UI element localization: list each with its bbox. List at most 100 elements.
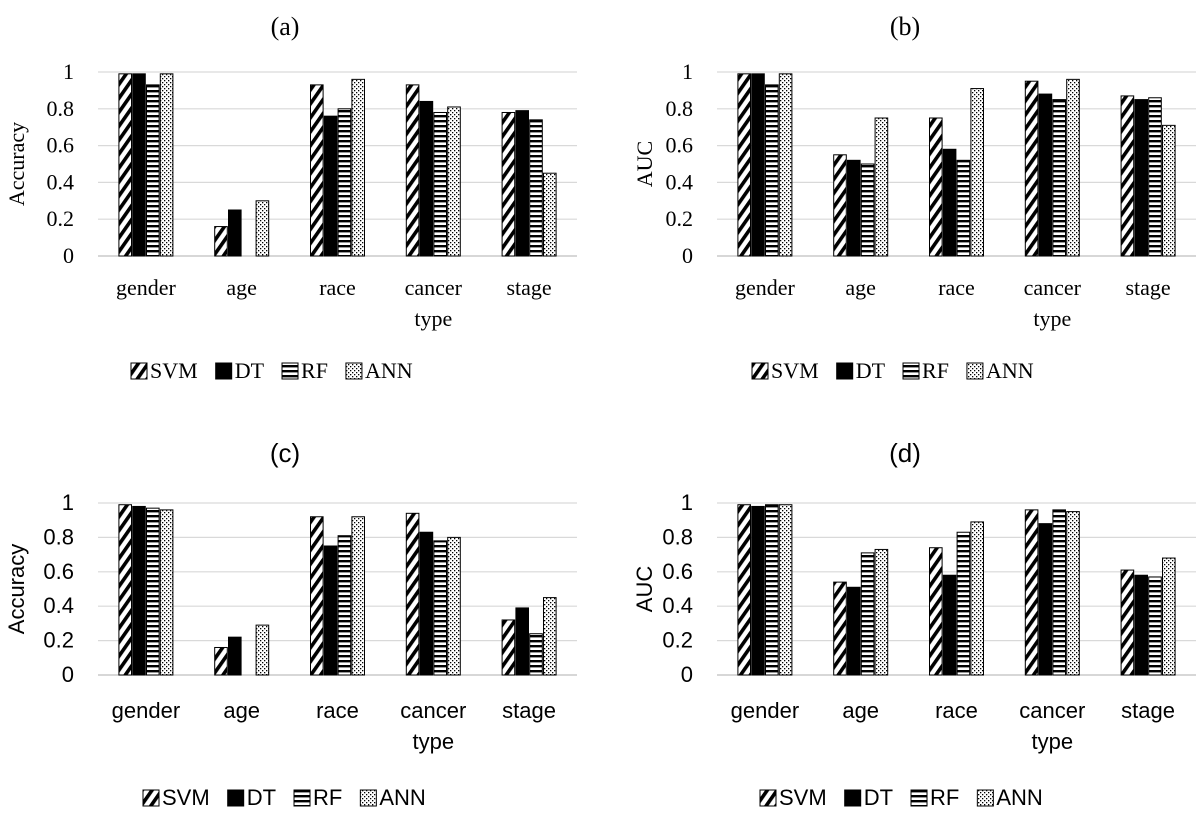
legend-item-dt: DT — [215, 358, 265, 383]
x-category-label: age — [226, 275, 257, 300]
bar-ann-race — [970, 521, 985, 676]
bar-rf-cancer-type — [433, 111, 447, 257]
bar-ann-age — [255, 200, 270, 257]
legend-swatch — [966, 362, 984, 380]
y-tick-label: 0.4 — [47, 169, 75, 194]
bar-svm-age — [833, 581, 847, 676]
bar-svm-race — [310, 516, 324, 676]
y-tick-label: 0.4 — [43, 593, 74, 618]
bar-rf-gender — [765, 84, 779, 257]
y-tick-label: 0.4 — [662, 593, 693, 618]
legend-swatch — [215, 362, 233, 380]
y-tick-label: 0 — [682, 243, 693, 268]
legend-label: RF — [922, 358, 949, 383]
bar-ann-age — [874, 548, 889, 676]
legend-swatch — [293, 789, 311, 807]
bar-dt-race — [323, 115, 338, 257]
bar-svm-gender — [118, 504, 133, 676]
y-tick-label: 0.8 — [43, 524, 74, 549]
bar-ann-age — [255, 624, 270, 676]
legend-swatch — [910, 789, 928, 807]
bar-ann-cancer-type — [1066, 78, 1080, 257]
bar-dt-stage — [515, 110, 530, 257]
y-tick-label: 1 — [63, 59, 74, 84]
bar-svm-cancer-type — [1024, 80, 1039, 257]
y-tick-label: 0.2 — [43, 628, 74, 653]
y-tick-label: 0.6 — [47, 133, 75, 158]
bar-svm-cancer-type — [1024, 509, 1039, 676]
legend-item-rf: RF — [910, 785, 959, 810]
legend-label: RF — [313, 785, 342, 810]
legend-item-svm: SVM — [751, 358, 819, 383]
legend-swatch — [227, 789, 245, 807]
legend-label: DT — [247, 785, 276, 810]
bar-rf-race — [337, 108, 352, 257]
bar-ann-cancer-type — [447, 106, 461, 257]
x-category-label: gender — [112, 698, 181, 723]
x-category-label: age — [223, 698, 260, 723]
chart-title: (b) — [890, 12, 920, 41]
legend-item-dt: DT — [844, 785, 893, 810]
bar-ann-gender — [159, 73, 174, 257]
legend-label: SVM — [779, 785, 827, 810]
bar-rf-gender — [146, 507, 160, 676]
bar-svm-stage — [501, 111, 516, 257]
bar-ann-stage — [543, 172, 557, 257]
bar-dt-race — [942, 148, 957, 257]
bar-dt-gender — [132, 73, 146, 257]
legend-label: DT — [235, 358, 265, 383]
chart-title: (a) — [271, 12, 300, 41]
bar-rf-age — [860, 163, 875, 257]
x-category-label: type — [413, 729, 455, 754]
bar-dt-cancer-type — [1038, 523, 1053, 676]
legend-item-svm: SVM — [759, 785, 827, 810]
bar-rf-cancer-type — [1052, 99, 1067, 257]
y-axis-label: Accuracy — [4, 122, 29, 206]
y-tick-label: 1 — [62, 490, 74, 515]
y-axis-label: AUC — [632, 141, 657, 187]
bar-dt-age — [847, 586, 861, 676]
legend-item-ann: ANN — [976, 785, 1043, 810]
bar-ann-gender — [778, 73, 793, 257]
legend-label: SVM — [162, 785, 210, 810]
x-category-label: race — [319, 275, 356, 300]
bar-svm-stage — [501, 619, 516, 676]
x-category-label: cancer — [1024, 275, 1082, 300]
bar-rf-age — [860, 552, 875, 676]
legend-item-rf: RF — [293, 785, 342, 810]
bar-svm-gender — [118, 73, 133, 257]
bar-dt-cancer-type — [1038, 93, 1053, 257]
x-category-label: gender — [731, 698, 800, 723]
x-category-label: stage — [506, 275, 551, 300]
y-tick-label: 1 — [682, 59, 693, 84]
bar-ann-age — [874, 117, 889, 257]
legend-swatch — [759, 789, 777, 807]
bar-rf-stage — [1148, 97, 1162, 257]
y-tick-label: 0.6 — [666, 133, 694, 158]
x-category-label: stage — [1121, 698, 1175, 723]
x-category-label: age — [842, 698, 879, 723]
bar-dt-stage — [1134, 99, 1149, 257]
legend-item-rf: RF — [281, 358, 328, 383]
x-category-label: cancer — [1019, 698, 1085, 723]
panel-d: (d) 0 0.2 0.4 0.6 0.8 1 AUC gender age race cancer t… — [632, 438, 1196, 810]
legend-item-svm: SVM — [130, 358, 198, 383]
y-tick-label: 0 — [63, 243, 74, 268]
x-category-label: gender — [735, 275, 796, 300]
legend-swatch — [130, 362, 148, 380]
bar-dt-race — [942, 574, 957, 676]
legend-label: DT — [864, 785, 893, 810]
bar-ann-cancer-type — [447, 536, 461, 676]
bar-svm-cancer-type — [405, 512, 420, 676]
x-category-label: gender — [116, 275, 177, 300]
bar-dt-cancer-type — [419, 100, 434, 257]
bar-svm-race — [929, 117, 943, 257]
bar-dt-age — [228, 209, 242, 257]
legend-swatch — [281, 362, 299, 380]
y-tick-label: 0.8 — [666, 96, 694, 121]
y-tick-label: 0 — [62, 662, 74, 687]
y-tick-label: 0.2 — [47, 206, 75, 231]
y-tick-label: 0.8 — [662, 524, 693, 549]
legend-swatch — [902, 362, 920, 380]
